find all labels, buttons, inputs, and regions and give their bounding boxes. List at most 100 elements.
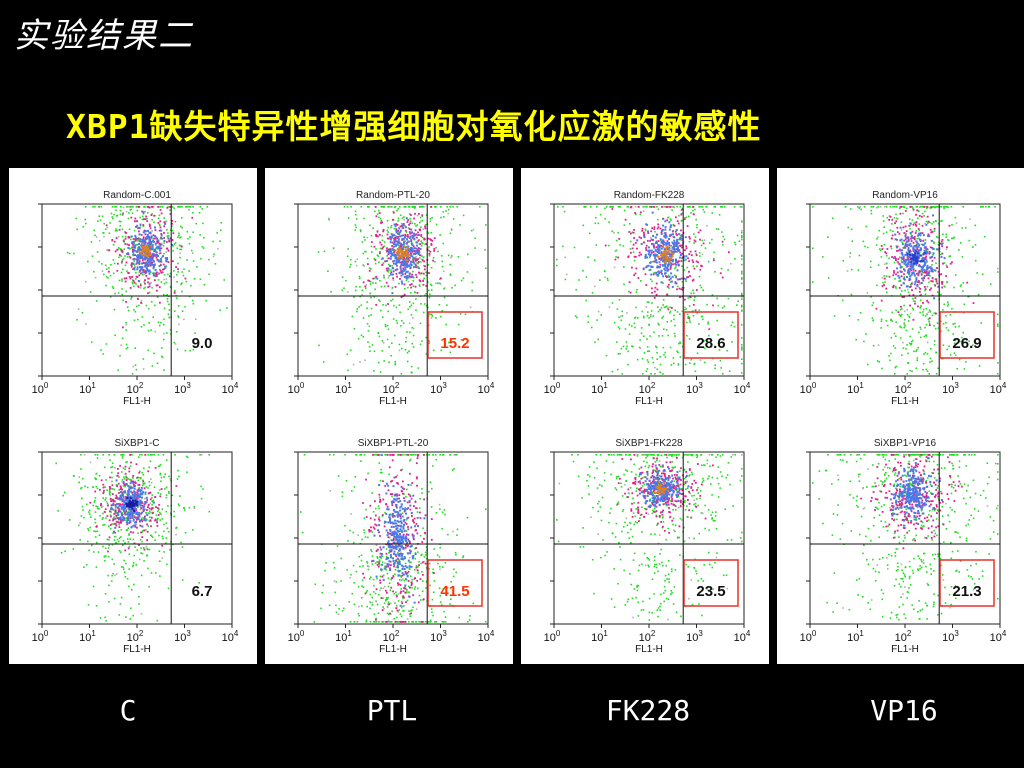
scatter-point xyxy=(140,240,143,243)
scatter-point xyxy=(401,282,404,285)
scatter-point xyxy=(133,309,135,311)
scatter-point xyxy=(699,359,702,361)
scatter-point xyxy=(412,249,415,252)
scatter-point xyxy=(136,237,139,240)
scatter-point xyxy=(142,224,145,226)
x-tick-label: 103 xyxy=(174,381,191,396)
scatter-point xyxy=(367,263,369,265)
scatter-point xyxy=(430,317,433,319)
scatter-point xyxy=(341,289,343,292)
scatter-point xyxy=(375,248,377,250)
scatter-point xyxy=(700,244,703,247)
scatter-point xyxy=(166,332,168,334)
scatter-point xyxy=(381,234,383,237)
scatter-point xyxy=(160,476,163,479)
scatter-point xyxy=(413,257,416,260)
scatter-point xyxy=(883,226,885,228)
scatter-point xyxy=(935,262,937,264)
scatter-point xyxy=(945,321,947,324)
scatter-point xyxy=(924,351,927,354)
scatter-point xyxy=(121,488,123,491)
scatter-point xyxy=(430,266,433,269)
scatter-point xyxy=(899,279,901,282)
scatter-point xyxy=(154,235,157,238)
scatter-point xyxy=(93,551,95,553)
scatter-point xyxy=(134,236,137,239)
scatter-point xyxy=(427,264,429,266)
scatter-point xyxy=(188,208,190,211)
scatter-point xyxy=(159,560,161,562)
scatter-point xyxy=(144,282,146,285)
scatter-point xyxy=(143,218,145,221)
scatter-point xyxy=(401,320,403,322)
scatter-point xyxy=(143,467,145,470)
scatter-point xyxy=(669,226,672,228)
scatter-point xyxy=(930,267,933,270)
scatter-point xyxy=(148,236,151,239)
scatter-point xyxy=(639,211,642,214)
scatter-point xyxy=(158,465,161,467)
scatter-point xyxy=(741,362,743,365)
scatter-point xyxy=(124,264,127,267)
scatter-point xyxy=(411,247,414,250)
scatter-point xyxy=(907,237,910,240)
scatter-point xyxy=(657,310,660,313)
scatter-point xyxy=(919,299,922,301)
scatter-point xyxy=(388,206,390,208)
scatter-point xyxy=(889,229,892,231)
scatter-point xyxy=(916,285,919,288)
scatter-point xyxy=(376,213,379,215)
scatter-point xyxy=(827,236,829,238)
scatter-point xyxy=(910,245,913,248)
scatter-point xyxy=(668,228,671,231)
scatter-point xyxy=(657,240,660,242)
scatter-point xyxy=(416,244,419,247)
scatter-point xyxy=(596,206,598,208)
scatter-point xyxy=(95,526,98,529)
scatter-point xyxy=(87,260,89,263)
scatter-point xyxy=(447,212,449,215)
scatter-point xyxy=(136,220,138,223)
scatter-point xyxy=(450,256,452,259)
scatter-point xyxy=(133,285,135,288)
scatter-point xyxy=(685,255,688,258)
scatter-point xyxy=(699,229,702,232)
scatter-point xyxy=(111,498,113,501)
scatter-point xyxy=(430,206,433,208)
scatter-point xyxy=(147,470,150,473)
scatter-point xyxy=(901,266,903,268)
scatter-point xyxy=(641,227,644,230)
scatter-point xyxy=(362,281,365,284)
scatter-point xyxy=(896,226,899,229)
scatter-point xyxy=(923,353,925,355)
scatter-point xyxy=(390,271,393,274)
scatter-point xyxy=(928,373,930,375)
scatter-point xyxy=(151,512,154,515)
scatter-point xyxy=(189,349,191,352)
scatter-point xyxy=(72,548,75,550)
scatter-point xyxy=(912,258,915,261)
scatter-point xyxy=(629,240,632,243)
scatter-point xyxy=(113,509,115,511)
scatter-point xyxy=(146,265,149,268)
scatter-point xyxy=(651,243,653,245)
scatter-point xyxy=(387,303,389,305)
scatter-point xyxy=(395,251,398,254)
scatter-point xyxy=(882,282,884,284)
scatter-point xyxy=(935,373,938,375)
scatter-point xyxy=(147,235,150,238)
scatter-point xyxy=(154,330,157,333)
scatter-point xyxy=(185,280,188,283)
scatter-point xyxy=(918,281,920,284)
scatter-point xyxy=(704,247,707,249)
scatter-point xyxy=(150,481,153,484)
scatter-point xyxy=(429,238,432,241)
scatter-point xyxy=(99,219,102,221)
scatter-point xyxy=(927,273,930,276)
scatter-point xyxy=(638,346,641,349)
scatter-point xyxy=(628,281,631,284)
scatter-point xyxy=(408,213,411,215)
scatter-point xyxy=(896,231,899,233)
scatter-point xyxy=(587,256,589,258)
